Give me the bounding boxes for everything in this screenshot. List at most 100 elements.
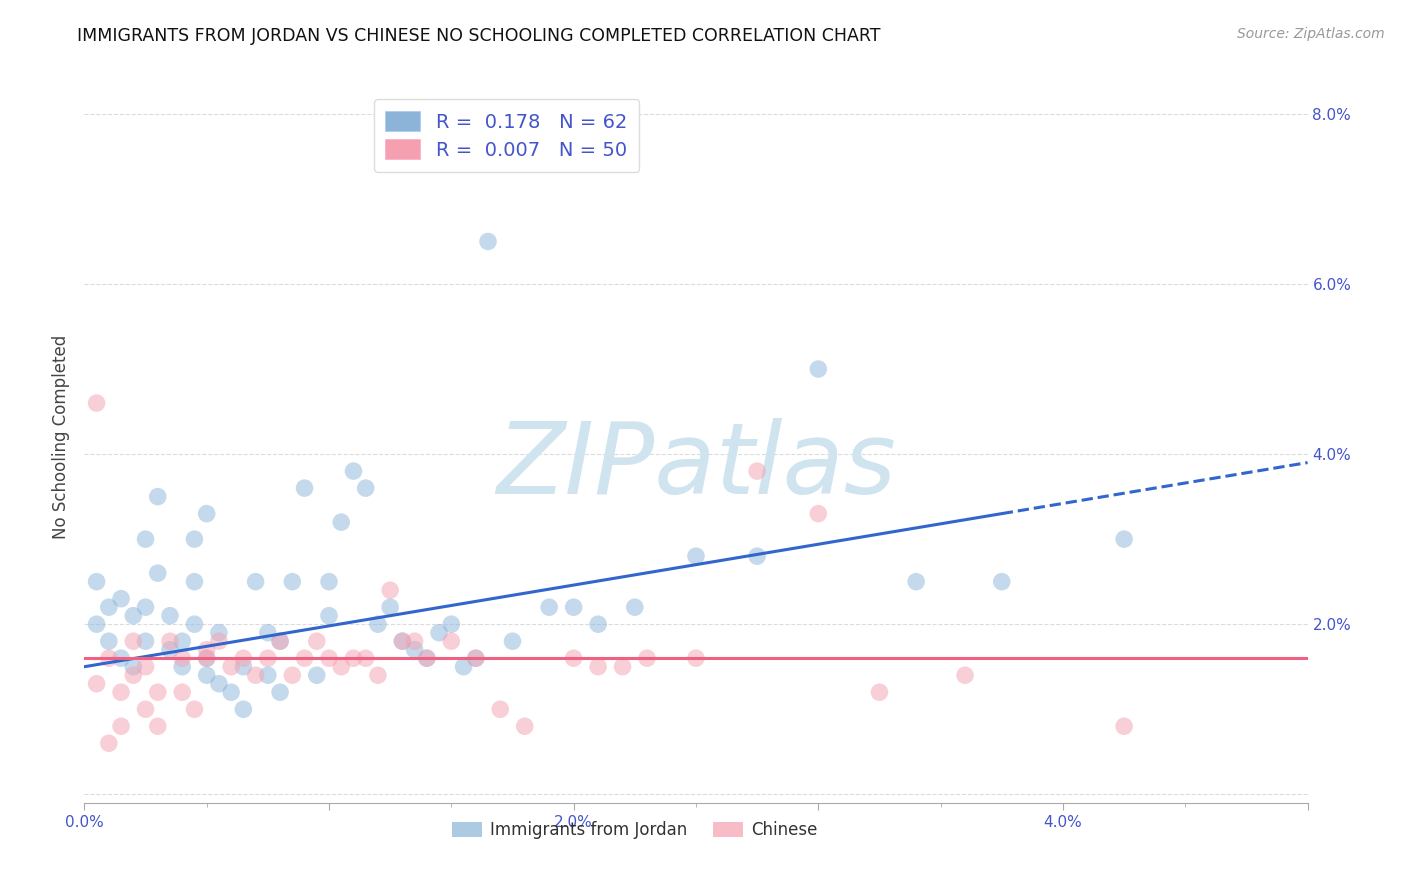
- Point: [367, 668, 389, 682]
- Point: [183, 617, 205, 632]
- Point: [232, 702, 254, 716]
- Point: [195, 668, 218, 682]
- Point: [159, 634, 181, 648]
- Point: [869, 685, 891, 699]
- Point: [747, 549, 769, 563]
- Point: [489, 702, 512, 716]
- Point: [135, 634, 157, 648]
- Point: [110, 651, 132, 665]
- Point: [208, 625, 231, 640]
- Point: [416, 651, 439, 665]
- Text: ZIPatlas: ZIPatlas: [496, 417, 896, 515]
- Point: [135, 532, 157, 546]
- Point: [305, 634, 328, 648]
- Point: [97, 651, 120, 665]
- Point: [380, 583, 402, 598]
- Point: [367, 617, 389, 632]
- Point: [991, 574, 1014, 589]
- Point: [391, 634, 413, 648]
- Point: [380, 600, 402, 615]
- Point: [342, 464, 364, 478]
- Point: [245, 668, 267, 682]
- Point: [305, 668, 328, 682]
- Point: [354, 481, 377, 495]
- Point: [330, 515, 353, 529]
- Point: [172, 659, 194, 673]
- Point: [538, 600, 561, 615]
- Point: [135, 702, 157, 716]
- Point: [294, 651, 316, 665]
- Point: [1114, 532, 1136, 546]
- Point: [86, 677, 108, 691]
- Text: Source: ZipAtlas.com: Source: ZipAtlas.com: [1237, 27, 1385, 41]
- Point: [416, 651, 439, 665]
- Point: [747, 464, 769, 478]
- Point: [318, 608, 340, 623]
- Point: [905, 574, 928, 589]
- Point: [318, 574, 340, 589]
- Point: [146, 685, 169, 699]
- Point: [281, 574, 304, 589]
- Point: [122, 668, 145, 682]
- Point: [342, 651, 364, 665]
- Point: [586, 659, 609, 673]
- Legend: Immigrants from Jordan, Chinese: Immigrants from Jordan, Chinese: [446, 814, 824, 846]
- Point: [685, 549, 707, 563]
- Point: [257, 668, 280, 682]
- Point: [122, 608, 145, 623]
- Point: [586, 617, 609, 632]
- Point: [122, 634, 145, 648]
- Point: [257, 625, 280, 640]
- Point: [146, 490, 169, 504]
- Point: [464, 651, 486, 665]
- Point: [245, 574, 267, 589]
- Point: [612, 659, 634, 673]
- Point: [477, 235, 499, 249]
- Point: [1114, 719, 1136, 733]
- Text: IMMIGRANTS FROM JORDAN VS CHINESE NO SCHOOLING COMPLETED CORRELATION CHART: IMMIGRANTS FROM JORDAN VS CHINESE NO SCH…: [77, 27, 880, 45]
- Point: [427, 625, 450, 640]
- Point: [146, 566, 169, 581]
- Point: [97, 634, 120, 648]
- Point: [172, 634, 194, 648]
- Point: [183, 532, 205, 546]
- Point: [453, 659, 475, 673]
- Point: [172, 685, 194, 699]
- Point: [146, 719, 169, 733]
- Point: [318, 651, 340, 665]
- Point: [208, 677, 231, 691]
- Point: [440, 634, 463, 648]
- Point: [110, 685, 132, 699]
- Point: [86, 574, 108, 589]
- Point: [562, 600, 585, 615]
- Point: [404, 634, 426, 648]
- Point: [97, 736, 120, 750]
- Point: [513, 719, 536, 733]
- Point: [269, 634, 291, 648]
- Point: [183, 574, 205, 589]
- Point: [135, 600, 157, 615]
- Point: [269, 685, 291, 699]
- Point: [122, 659, 145, 673]
- Point: [219, 659, 242, 673]
- Point: [391, 634, 413, 648]
- Point: [294, 481, 316, 495]
- Point: [502, 634, 524, 648]
- Point: [281, 668, 304, 682]
- Point: [440, 617, 463, 632]
- Point: [195, 642, 218, 657]
- Point: [195, 651, 218, 665]
- Point: [464, 651, 486, 665]
- Point: [807, 362, 830, 376]
- Point: [807, 507, 830, 521]
- Point: [172, 651, 194, 665]
- Point: [97, 600, 120, 615]
- Point: [624, 600, 647, 615]
- Point: [636, 651, 658, 665]
- Point: [208, 634, 231, 648]
- Point: [110, 719, 132, 733]
- Point: [86, 617, 108, 632]
- Point: [330, 659, 353, 673]
- Point: [159, 642, 181, 657]
- Point: [110, 591, 132, 606]
